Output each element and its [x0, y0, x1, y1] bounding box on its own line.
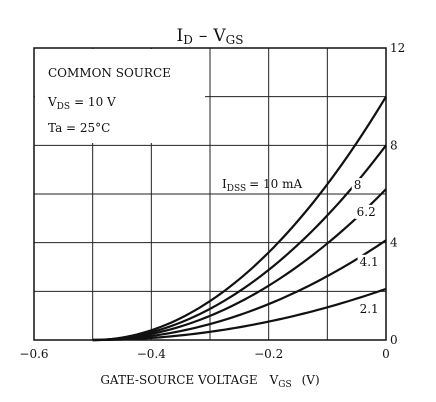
title-vgs: V	[212, 26, 226, 46]
x-axis-label-main: GATE-SOURCE VOLTAGE	[100, 373, 257, 387]
x-tick-labels: −0.6 −0.4 −0.2 0	[19, 347, 389, 361]
condition-common-source: COMMON SOURCE	[48, 66, 171, 80]
curve-idss-2-1	[92, 287, 387, 342]
x-tick-label: 0	[382, 347, 390, 361]
title-id: I	[177, 26, 184, 46]
curve-idss-8	[92, 144, 387, 342]
x-tick-label: −0.6	[19, 347, 48, 361]
series-label-backing	[354, 204, 380, 219]
title-id-sub: D	[183, 33, 193, 47]
series-label-backing	[357, 302, 383, 317]
curve-idss-10	[92, 96, 387, 342]
chart-title: ID – VGS	[177, 26, 244, 47]
series-label-6-2: 6.2	[357, 205, 376, 219]
y-tick-label: 12	[390, 41, 405, 55]
title-dash: –	[199, 26, 208, 46]
condition-vds: VDS = 10 V	[47, 95, 116, 112]
x-tick-label: −0.2	[254, 347, 283, 361]
y-tick-labels: 0 4 8 12	[390, 41, 405, 347]
x-axis-label-var: V	[269, 373, 279, 387]
y-tick-label: 8	[390, 138, 398, 152]
idss-sub: DSS	[227, 184, 246, 194]
curve-idss-6-2	[92, 188, 387, 342]
condition-vds-sub: DS	[57, 102, 70, 112]
series-label-backing	[351, 178, 363, 193]
condition-ta: Ta = 25°C	[48, 121, 110, 135]
curves	[92, 96, 387, 342]
series-labels: 8 6.2 4.1 2.1	[351, 178, 383, 317]
plot-frame	[33, 47, 387, 341]
x-tick-label: −0.4	[137, 347, 167, 361]
y-tick-label: 4	[390, 236, 398, 250]
idss-suffix: = 10 mA	[249, 177, 302, 191]
series-label-4-1: 4.1	[360, 255, 379, 269]
x-axis-label: GATE-SOURCE VOLTAGE VGS (V)	[100, 373, 319, 390]
series-label-backing	[357, 254, 383, 269]
condition-vds-v: V	[47, 95, 57, 109]
series-label-8: 8	[354, 178, 362, 192]
curve-idss-4-1	[92, 239, 387, 342]
x-axis-label-var-sub: GS	[278, 380, 291, 390]
condition-vds-value: = 10 V	[74, 95, 116, 109]
x-axis-label-unit: (V)	[302, 373, 320, 387]
title-vgs-sub: GS	[226, 33, 244, 47]
conditions-box	[35, 49, 205, 143]
series-label-2-1: 2.1	[360, 302, 379, 316]
idss-annotation: IDSS = 10 mA	[222, 177, 302, 194]
idss-prefix: I	[222, 177, 227, 191]
y-tick-label: 0	[390, 333, 398, 347]
